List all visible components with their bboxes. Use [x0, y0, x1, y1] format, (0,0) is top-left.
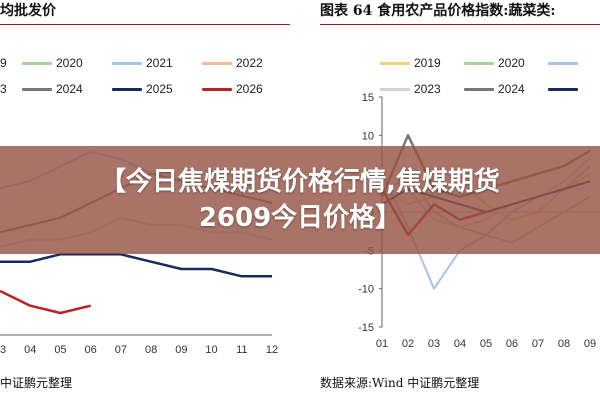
legend-swatch [380, 88, 410, 92]
legend-swatch [112, 88, 142, 92]
headline-line-1: 【今日焦煤期货价格行情,焦煤期货 [100, 167, 500, 197]
left-legend-item: 2020 [22, 55, 83, 71]
x-tick-label: 08 [145, 344, 157, 356]
legend-swatch [202, 62, 232, 66]
left-title-rule [0, 24, 290, 25]
right-title-rule [320, 24, 600, 25]
right-legend-item: 2020 [464, 55, 525, 71]
right-legend-item: 2023 [380, 81, 441, 97]
x-tick-label: 09 [584, 338, 596, 350]
x-tick-label: 11 [236, 344, 247, 356]
x-tick-label: 03 [428, 338, 440, 350]
x-tick-label: 06 [506, 338, 518, 350]
y-tick-label: 15 [362, 92, 374, 104]
left-chart-title: 均批发价 [0, 3, 56, 19]
left-legend-item: 3 [0, 81, 7, 97]
left-legend-item: 2021 [112, 55, 173, 71]
headline-banner[interactable]: 【今日焦煤期货价格行情,焦煤期货 2609今日价格】 [0, 146, 600, 254]
x-tick-label: 06 [85, 344, 97, 356]
legend-swatch [22, 62, 52, 66]
legend-label: 9 [0, 56, 7, 70]
x-tick-label: 08 [558, 338, 570, 350]
y-tick-label: -15 [358, 322, 374, 334]
legend-swatch [548, 88, 578, 92]
left-legend-item: 2024 [22, 81, 83, 97]
right-source-note: 数据来源:Wind 中证鹏元整理 [320, 376, 480, 390]
legend-label: 2024 [56, 82, 83, 96]
x-tick-label: 04 [24, 344, 36, 356]
right-legend-item [548, 81, 582, 97]
right-legend: 2019 2020 2023 2024 [380, 55, 600, 97]
series-line [0, 289, 91, 315]
left-legend-item: 2026 [202, 81, 263, 97]
right-legend-item [548, 55, 582, 71]
y-tick-label: 10 [362, 130, 374, 142]
legend-swatch [202, 88, 232, 92]
left-legend-item: 2025 [112, 81, 173, 97]
legend-swatch [112, 62, 142, 66]
x-tick-label: 05 [480, 338, 492, 350]
left-legend-item: 2022 [202, 55, 263, 71]
legend-swatch [464, 88, 494, 92]
legend-label: 2022 [236, 56, 263, 70]
right-legend-item: 2024 [464, 81, 525, 97]
legend-swatch [22, 88, 52, 92]
legend-swatch [548, 62, 578, 66]
x-tick-label: 04 [454, 338, 466, 350]
x-tick-label: 05 [54, 344, 66, 356]
legend-label: 2025 [146, 82, 173, 96]
x-tick-label: 07 [532, 338, 544, 350]
legend-label: 2021 [146, 56, 173, 70]
right-legend-item: 2019 [380, 55, 441, 71]
legend-swatch [464, 62, 494, 66]
left-legend: 9 2020 2021 2022 3 2024 2025 2026 [0, 55, 290, 97]
x-tick-label: 01 [376, 338, 388, 350]
x-tick-label: 03 [0, 344, 6, 356]
legend-label: 2019 [414, 56, 441, 70]
x-tick-label: 12 [266, 344, 278, 356]
series-line [0, 253, 272, 278]
legend-label: 2023 [414, 82, 441, 96]
x-tick-label: 10 [205, 344, 217, 356]
legend-label: 3 [0, 82, 7, 96]
headline-line-2: 2609今日价格】 [198, 203, 402, 233]
legend-label: 2020 [498, 56, 525, 70]
y-tick-label: -10 [358, 284, 374, 296]
x-tick-label: 02 [402, 338, 414, 350]
x-tick-label: 09 [175, 344, 187, 356]
x-tick-label: 07 [115, 344, 127, 356]
left-source-note: 中证鹏元整理 [0, 376, 73, 390]
legend-swatch [380, 62, 410, 66]
legend-label: 2026 [236, 82, 263, 96]
right-chart-title: 图表 64 食用农产品价格指数:蔬菜类: [320, 3, 556, 19]
left-legend-item: 9 [0, 55, 7, 71]
legend-label: 2024 [498, 82, 525, 96]
legend-label: 2020 [56, 56, 83, 70]
